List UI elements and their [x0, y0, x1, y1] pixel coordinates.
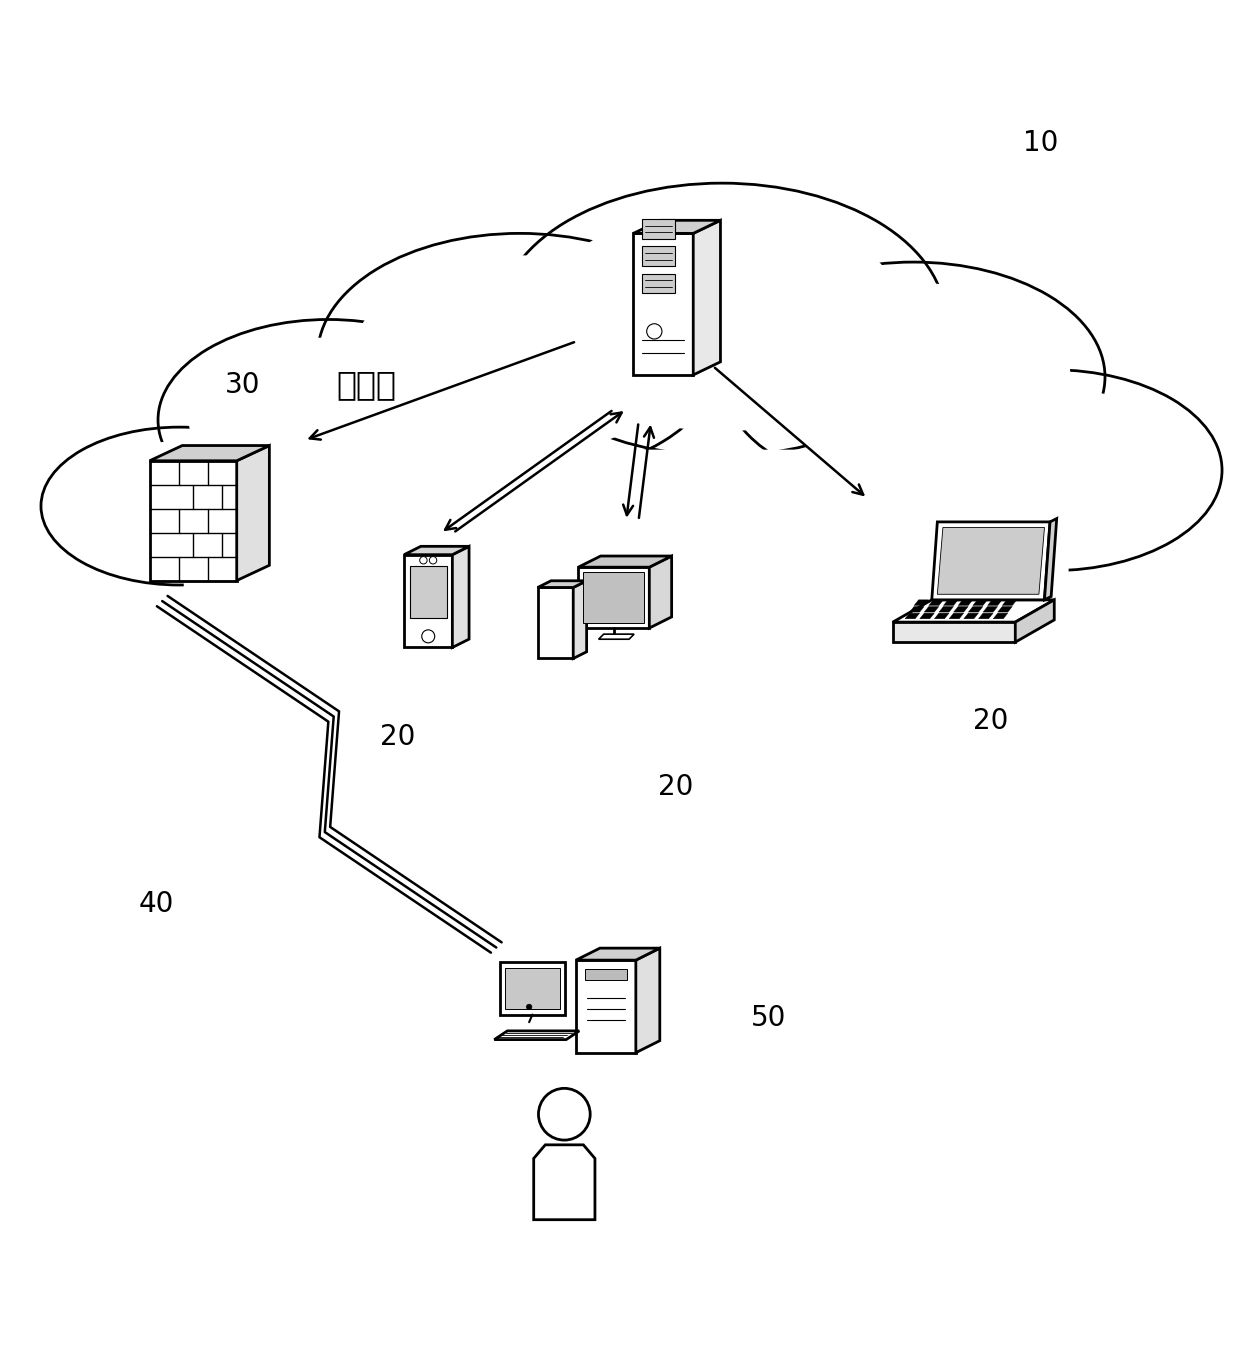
Ellipse shape — [722, 262, 1105, 492]
Ellipse shape — [41, 427, 317, 585]
Text: 20: 20 — [658, 773, 693, 800]
Polygon shape — [237, 446, 269, 581]
Circle shape — [527, 1005, 532, 1010]
Polygon shape — [987, 600, 1002, 605]
Circle shape — [419, 556, 427, 564]
Text: 30: 30 — [224, 371, 260, 398]
FancyBboxPatch shape — [184, 450, 1069, 652]
Polygon shape — [1044, 518, 1056, 600]
Polygon shape — [978, 613, 993, 619]
Polygon shape — [500, 962, 565, 1014]
Ellipse shape — [157, 319, 498, 521]
Polygon shape — [935, 613, 949, 619]
Polygon shape — [578, 556, 672, 567]
Polygon shape — [642, 274, 676, 293]
Text: 20: 20 — [379, 724, 415, 751]
Polygon shape — [150, 446, 269, 461]
Polygon shape — [575, 949, 660, 960]
Polygon shape — [573, 581, 587, 658]
Ellipse shape — [882, 369, 1223, 571]
Polygon shape — [634, 221, 720, 233]
Polygon shape — [968, 607, 983, 612]
Polygon shape — [949, 613, 963, 619]
Text: 10: 10 — [1023, 129, 1059, 157]
Polygon shape — [983, 607, 997, 612]
Polygon shape — [973, 600, 987, 605]
Ellipse shape — [188, 338, 467, 503]
Polygon shape — [993, 613, 1008, 619]
Polygon shape — [404, 547, 469, 555]
Polygon shape — [924, 607, 939, 612]
Ellipse shape — [756, 282, 1070, 472]
Text: 40: 40 — [139, 890, 174, 919]
Polygon shape — [538, 581, 587, 587]
Ellipse shape — [317, 233, 722, 477]
Ellipse shape — [538, 207, 905, 431]
Polygon shape — [905, 613, 920, 619]
Polygon shape — [533, 1145, 595, 1220]
Polygon shape — [1002, 600, 1017, 605]
Polygon shape — [693, 221, 720, 375]
Polygon shape — [575, 960, 636, 1052]
Polygon shape — [944, 600, 959, 605]
Polygon shape — [538, 587, 573, 658]
Polygon shape — [636, 949, 660, 1052]
FancyBboxPatch shape — [145, 436, 1107, 676]
Circle shape — [538, 1089, 590, 1139]
Polygon shape — [929, 600, 944, 605]
Polygon shape — [150, 461, 237, 581]
Polygon shape — [495, 1030, 579, 1040]
Polygon shape — [650, 556, 672, 628]
Polygon shape — [959, 600, 972, 605]
Polygon shape — [585, 969, 627, 980]
Text: 50: 50 — [750, 1005, 786, 1032]
Polygon shape — [920, 613, 934, 619]
Polygon shape — [505, 968, 559, 1009]
Polygon shape — [578, 567, 650, 628]
Polygon shape — [404, 555, 453, 647]
Text: 20: 20 — [973, 707, 1009, 735]
Polygon shape — [963, 613, 978, 619]
Ellipse shape — [353, 255, 686, 455]
Ellipse shape — [66, 442, 293, 571]
Polygon shape — [1016, 600, 1054, 642]
Polygon shape — [410, 566, 446, 617]
Polygon shape — [939, 607, 954, 612]
Polygon shape — [893, 622, 1016, 642]
Polygon shape — [893, 600, 1054, 622]
Polygon shape — [914, 600, 929, 605]
Circle shape — [422, 630, 435, 643]
Polygon shape — [954, 607, 968, 612]
Polygon shape — [998, 607, 1012, 612]
Circle shape — [647, 324, 662, 339]
Polygon shape — [931, 522, 1050, 600]
Polygon shape — [453, 547, 469, 647]
Circle shape — [429, 556, 436, 564]
Polygon shape — [910, 607, 924, 612]
Polygon shape — [583, 572, 645, 623]
Polygon shape — [642, 247, 676, 266]
Polygon shape — [642, 219, 676, 239]
Ellipse shape — [498, 183, 945, 455]
Text: 私有云: 私有云 — [336, 368, 397, 401]
Polygon shape — [599, 634, 634, 639]
Polygon shape — [937, 527, 1044, 594]
Polygon shape — [634, 233, 693, 375]
Ellipse shape — [913, 388, 1192, 552]
